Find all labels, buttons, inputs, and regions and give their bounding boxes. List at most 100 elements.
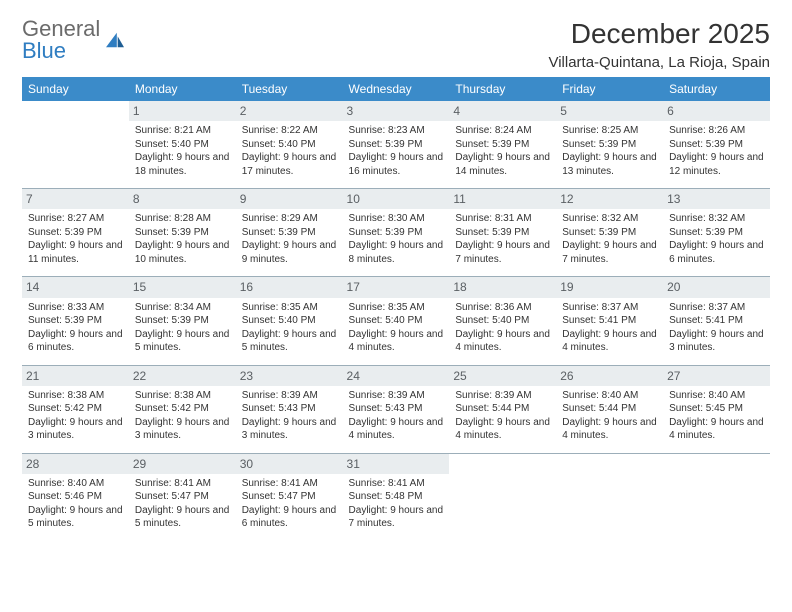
sunrise-text: Sunrise: 8:25 AM <box>562 124 657 138</box>
calendar-cell: 27 Sunrise: 8:40 AMSunset: 5:45 PMDayligh… <box>663 365 770 453</box>
calendar-week: 28Sunrise: 8:40 AMSunset: 5:46 PMDayligh… <box>22 453 770 541</box>
sunrise-text: Sunrise: 8:34 AM <box>135 301 230 315</box>
sunrise-text: Sunrise: 8:30 AM <box>349 212 444 226</box>
sunset-text: Sunset: 5:39 PM <box>562 138 657 152</box>
sunset-text: Sunset: 5:39 PM <box>455 226 550 240</box>
calendar-cell: 22Sunrise: 8:38 AMSunset: 5:42 PMDayligh… <box>129 365 236 453</box>
sunrise-text: Sunrise: 8:36 AM <box>455 301 550 315</box>
daylight-text: Daylight: 9 hours and 3 minutes. <box>669 328 764 355</box>
sunset-text: Sunset: 5:40 PM <box>242 138 337 152</box>
day-number: 1 <box>129 101 236 121</box>
day-number: 17 <box>343 277 450 297</box>
calendar-cell: 15Sunrise: 8:34 AMSunset: 5:39 PMDayligh… <box>129 277 236 365</box>
sunrise-text: Sunrise: 8:22 AM <box>242 124 337 138</box>
daylight-text: Daylight: 9 hours and 18 minutes. <box>135 151 230 178</box>
sunset-text: Sunset: 5:47 PM <box>242 490 337 504</box>
header: General Blue December 2025 Villarta-Quin… <box>22 18 770 71</box>
sunrise-text: Sunrise: 8:33 AM <box>28 301 123 315</box>
sunrise-text: Sunrise: 8:29 AM <box>242 212 337 226</box>
day-number: 26 <box>556 366 663 386</box>
sunset-text: Sunset: 5:45 PM <box>669 402 764 416</box>
day-number: 10 <box>343 189 450 209</box>
calendar-cell: 4Sunrise: 8:24 AMSunset: 5:39 PMDaylight… <box>449 101 556 189</box>
sunset-text: Sunset: 5:47 PM <box>135 490 230 504</box>
day-number: 19 <box>556 277 663 297</box>
daylight-text: Daylight: 9 hours and 6 minutes. <box>242 504 337 531</box>
daylight-text: Daylight: 9 hours and 3 minutes. <box>135 416 230 443</box>
calendar-week: 21Sunrise: 8:38 AMSunset: 5:42 PMDayligh… <box>22 365 770 453</box>
sunset-text: Sunset: 5:39 PM <box>562 226 657 240</box>
day-number: 23 <box>236 366 343 386</box>
weekday-header: Monday <box>129 77 236 101</box>
calendar-body: 1Sunrise: 8:21 AMSunset: 5:40 PMDaylight… <box>22 101 770 541</box>
daylight-text: Daylight: 9 hours and 3 minutes. <box>28 416 123 443</box>
sunrise-text: Sunrise: 8:41 AM <box>349 477 444 491</box>
day-number: 22 <box>129 366 236 386</box>
calendar-cell: 18Sunrise: 8:36 AMSunset: 5:40 PMDayligh… <box>449 277 556 365</box>
day-number: 2 <box>236 101 343 121</box>
sunset-text: Sunset: 5:39 PM <box>669 138 764 152</box>
day-number: 3 <box>343 101 450 121</box>
sunrise-text: Sunrise: 8:37 AM <box>562 301 657 315</box>
day-number: 13 <box>663 189 770 209</box>
calendar-cell <box>556 453 663 541</box>
sunrise-text: Sunrise: 8:38 AM <box>135 389 230 403</box>
day-number: 29 <box>129 454 236 474</box>
calendar-cell: 23Sunrise: 8:39 AMSunset: 5:43 PMDayligh… <box>236 365 343 453</box>
daylight-text: Daylight: 9 hours and 4 minutes. <box>349 416 444 443</box>
sunrise-text: Sunrise: 8:31 AM <box>455 212 550 226</box>
sunset-text: Sunset: 5:41 PM <box>562 314 657 328</box>
calendar-cell: 7Sunrise: 8:27 AMSunset: 5:39 PMDaylight… <box>22 189 129 277</box>
sail-icon <box>104 31 126 49</box>
day-number: 8 <box>129 189 236 209</box>
sunset-text: Sunset: 5:43 PM <box>349 402 444 416</box>
day-number: 27 <box>663 366 770 386</box>
daylight-text: Daylight: 9 hours and 4 minutes. <box>349 328 444 355</box>
sunrise-text: Sunrise: 8:35 AM <box>349 301 444 315</box>
calendar-cell: 24Sunrise: 8:39 AMSunset: 5:43 PMDayligh… <box>343 365 450 453</box>
daylight-text: Daylight: 9 hours and 7 minutes. <box>562 239 657 266</box>
daylight-text: Daylight: 9 hours and 5 minutes. <box>135 504 230 531</box>
month-title: December 2025 <box>548 18 770 50</box>
sunset-text: Sunset: 5:39 PM <box>28 314 123 328</box>
calendar-week: 7Sunrise: 8:27 AMSunset: 5:39 PMDaylight… <box>22 189 770 277</box>
sunset-text: Sunset: 5:39 PM <box>669 226 764 240</box>
day-number: 6 <box>663 101 770 121</box>
brand-logo: General Blue <box>22 18 126 62</box>
sunset-text: Sunset: 5:39 PM <box>28 226 123 240</box>
sunset-text: Sunset: 5:39 PM <box>455 138 550 152</box>
calendar-cell: 13Sunrise: 8:32 AMSunset: 5:39 PMDayligh… <box>663 189 770 277</box>
day-number: 16 <box>236 277 343 297</box>
sunrise-text: Sunrise: 8:39 AM <box>455 389 550 403</box>
sunset-text: Sunset: 5:39 PM <box>135 314 230 328</box>
daylight-text: Daylight: 9 hours and 5 minutes. <box>242 328 337 355</box>
sunrise-text: Sunrise: 8:40 AM <box>669 389 764 403</box>
calendar-cell: 26Sunrise: 8:40 AMSunset: 5:44 PMDayligh… <box>556 365 663 453</box>
sunrise-text: Sunrise: 8:24 AM <box>455 124 550 138</box>
sunrise-text: Sunrise: 8:41 AM <box>135 477 230 491</box>
daylight-text: Daylight: 9 hours and 14 minutes. <box>455 151 550 178</box>
daylight-text: Daylight: 9 hours and 4 minutes. <box>562 328 657 355</box>
sunset-text: Sunset: 5:39 PM <box>349 138 444 152</box>
daylight-text: Daylight: 9 hours and 10 minutes. <box>135 239 230 266</box>
calendar-cell: 3Sunrise: 8:23 AMSunset: 5:39 PMDaylight… <box>343 101 450 189</box>
daylight-text: Daylight: 9 hours and 4 minutes. <box>562 416 657 443</box>
daylight-text: Daylight: 9 hours and 7 minutes. <box>349 504 444 531</box>
calendar-cell: 8Sunrise: 8:28 AMSunset: 5:39 PMDaylight… <box>129 189 236 277</box>
day-number: 24 <box>343 366 450 386</box>
sunset-text: Sunset: 5:43 PM <box>242 402 337 416</box>
sunset-text: Sunset: 5:39 PM <box>135 226 230 240</box>
daylight-text: Daylight: 9 hours and 4 minutes. <box>669 416 764 443</box>
sunset-text: Sunset: 5:44 PM <box>455 402 550 416</box>
day-number: 15 <box>129 277 236 297</box>
calendar-cell <box>22 101 129 189</box>
daylight-text: Daylight: 9 hours and 16 minutes. <box>349 151 444 178</box>
calendar-cell: 19 Sunrise: 8:37 AMSunset: 5:41 PMDayligh… <box>556 277 663 365</box>
sunrise-text: Sunrise: 8:32 AM <box>669 212 764 226</box>
sunset-text: Sunset: 5:40 PM <box>135 138 230 152</box>
calendar-cell: 21Sunrise: 8:38 AMSunset: 5:42 PMDayligh… <box>22 365 129 453</box>
sunrise-text: Sunrise: 8:27 AM <box>28 212 123 226</box>
title-block: December 2025 Villarta-Quintana, La Rioj… <box>548 18 770 71</box>
sunrise-text: Sunrise: 8:21 AM <box>135 124 230 138</box>
daylight-text: Daylight: 9 hours and 4 minutes. <box>455 328 550 355</box>
